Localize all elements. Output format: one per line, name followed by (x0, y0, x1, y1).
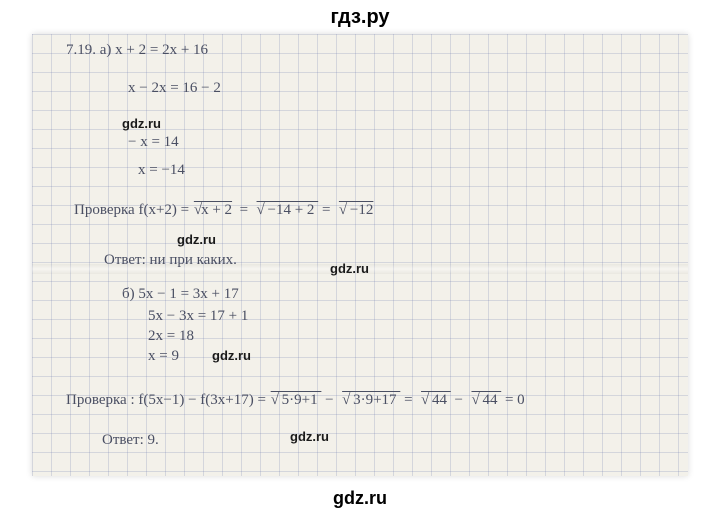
sqrt-expr: −14 + 2 (256, 202, 319, 218)
notebook-paper: 7.19. а) x + 2 = 2x + 16 x − 2x = 16 − 2… (32, 34, 688, 476)
sqrt-expr: 44 (420, 392, 451, 408)
step-line: − x = 14 (128, 134, 179, 151)
answer-a: Ответ: ни при каких. (104, 252, 237, 269)
watermark: gdz.ru (330, 261, 369, 276)
sqrt-expr: 44 (470, 392, 501, 408)
step-line: x = 9 (148, 348, 179, 365)
watermark: gdz.ru (212, 348, 251, 363)
sqrt-expr: 5·9+1 (270, 392, 322, 408)
part-b: б) 5x − 1 = 3x + 17 (122, 286, 239, 303)
site-header: гдз.ру (0, 0, 720, 29)
sqrt-expr: x + 2 (193, 202, 232, 218)
answer-b: Ответ: 9. (102, 432, 159, 449)
step-line: 2x = 18 (148, 328, 194, 345)
sqrt-expr: 3·9+17 (341, 392, 400, 408)
check-label: Проверка : f(5x−1) − f(3x+17) = (66, 392, 270, 408)
check-line-a: Проверка f(x+2) = x + 2 = −14 + 2 = −12 (74, 202, 373, 219)
sqrt-expr: −12 (338, 202, 373, 218)
step-line: x − 2x = 16 − 2 (128, 80, 221, 97)
page: гдз.ру 7.19. а) x + 2 = 2x + 16 x − 2x =… (0, 0, 720, 515)
step-line: 5x − 3x = 17 + 1 (148, 308, 248, 325)
step-line: x = −14 (138, 162, 185, 179)
watermark: gdz.ru (290, 429, 329, 444)
check-line-b: Проверка : f(5x−1) − f(3x+17) = 5·9+1 − … (66, 392, 525, 409)
problem-number: 7.19. а) x + 2 = 2x + 16 (66, 42, 208, 59)
watermark: gdz.ru (122, 116, 161, 131)
watermark: gdz.ru (177, 232, 216, 247)
site-footer: gdz.ru (0, 488, 720, 509)
check-label: Проверка f(x+2) = (74, 202, 193, 218)
